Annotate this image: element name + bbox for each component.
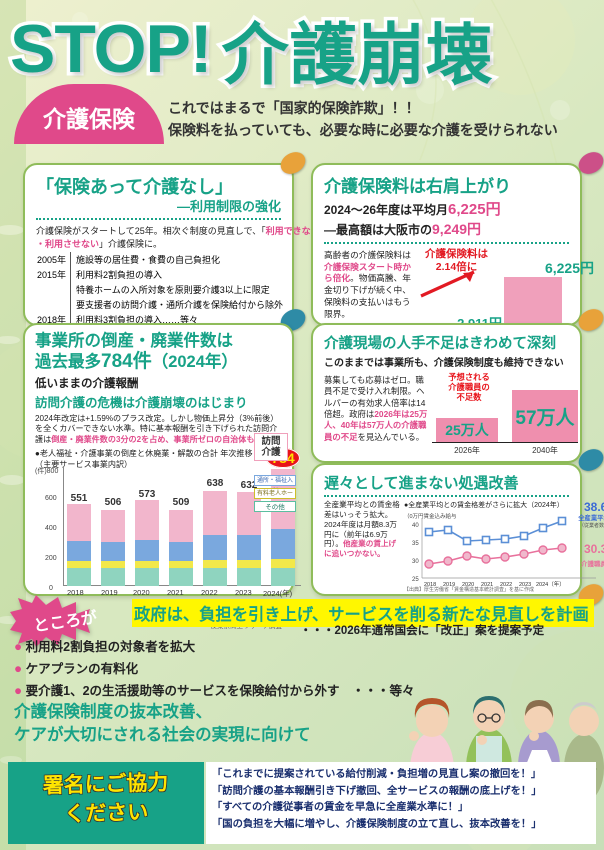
svg-text:40: 40 [412,523,419,529]
svg-text:35: 35 [412,541,419,547]
svg-text:2024（年）: 2024（年） [536,580,565,588]
svg-text:25: 25 [412,577,419,583]
svg-text:（0万円賃金込み給与: （0万円賃金込み給与 [404,512,457,520]
svg-text:30: 30 [412,559,419,565]
